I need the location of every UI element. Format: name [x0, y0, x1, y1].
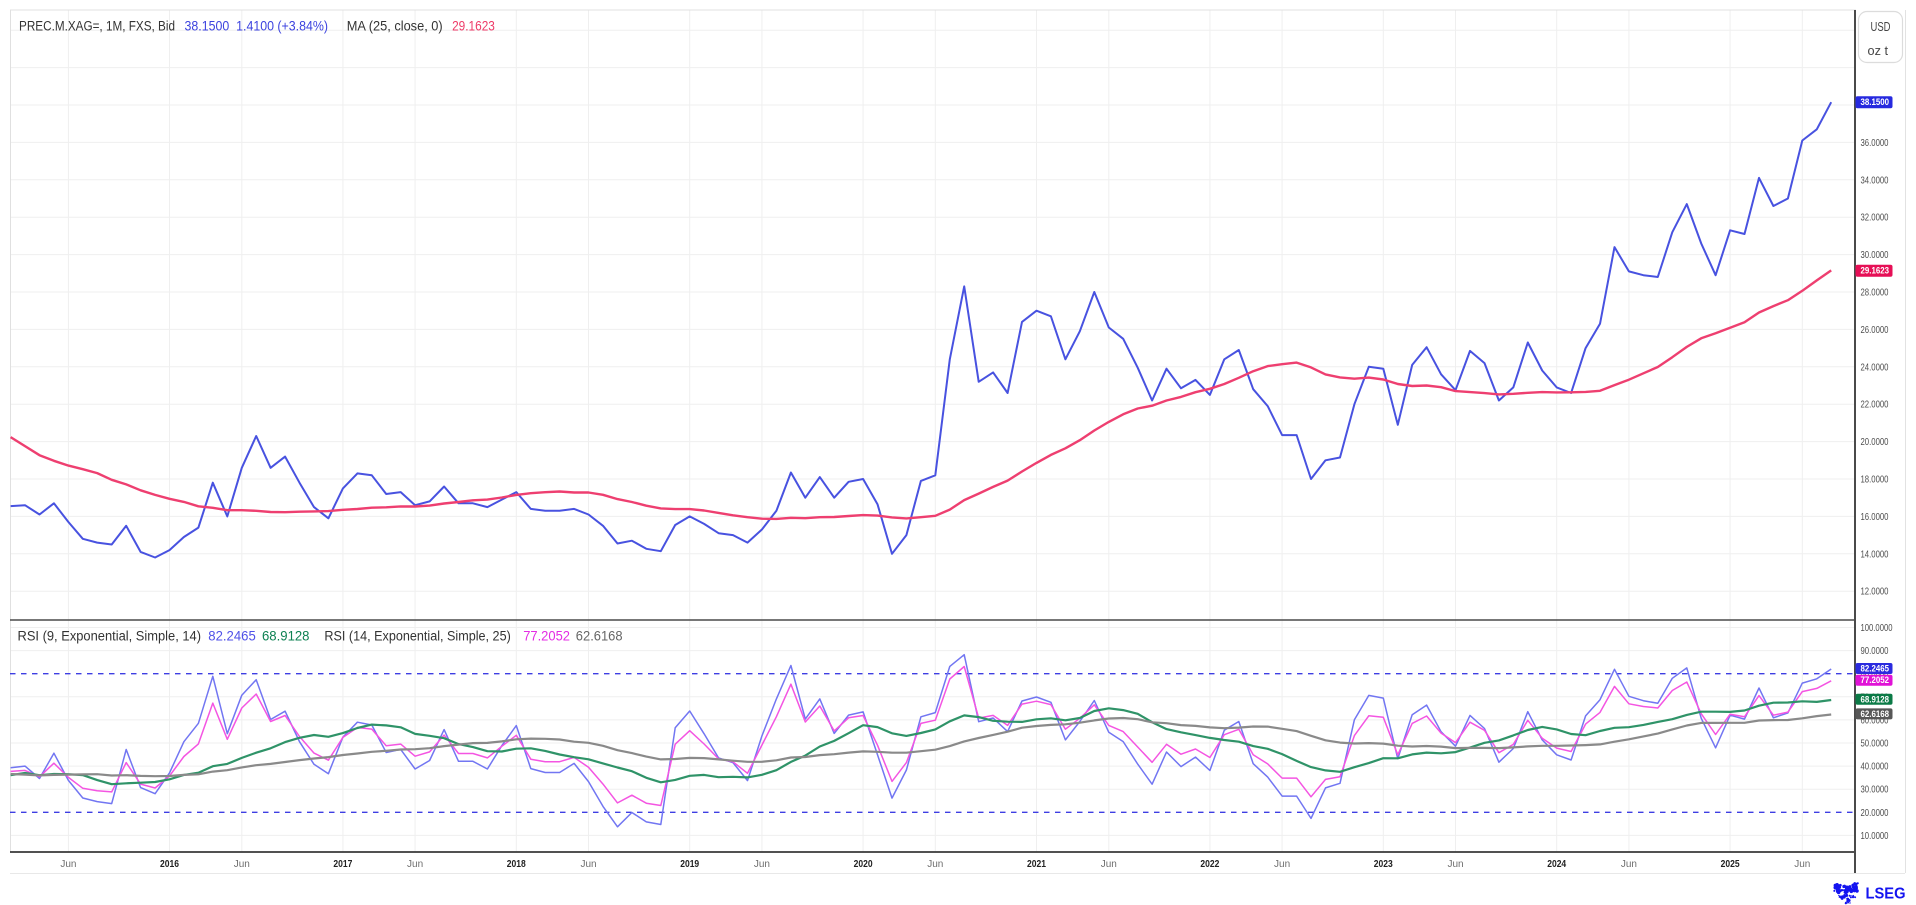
- svg-text:68.9128: 68.9128: [262, 629, 310, 644]
- svg-text:26.0000: 26.0000: [1861, 324, 1889, 336]
- svg-text:50.0000: 50.0000: [1861, 738, 1889, 750]
- svg-text:29.1623: 29.1623: [1861, 266, 1890, 277]
- svg-text:14.0000: 14.0000: [1861, 548, 1889, 560]
- svg-text:RSI (9, Exponential, Simple, 1: RSI (9, Exponential, Simple, 14): [18, 629, 202, 644]
- svg-text:20.0000: 20.0000: [1861, 807, 1889, 819]
- svg-text:2022: 2022: [1200, 859, 1219, 870]
- svg-text:77.2052: 77.2052: [523, 629, 570, 644]
- svg-text:2019: 2019: [680, 859, 699, 870]
- svg-text:Jun: Jun: [1794, 859, 1810, 870]
- svg-text:USD: USD: [1871, 20, 1891, 34]
- svg-text:RSI (14, Exponential, Simple,: RSI (14, Exponential, Simple, 25): [324, 629, 510, 644]
- svg-text:Jun: Jun: [927, 859, 943, 870]
- svg-text:LSEG: LSEG: [1866, 886, 1906, 903]
- svg-text:20.0000: 20.0000: [1861, 436, 1889, 448]
- svg-text:28.0000: 28.0000: [1861, 287, 1889, 299]
- svg-text:2025: 2025: [1721, 859, 1740, 870]
- svg-text:29.1623: 29.1623: [452, 19, 495, 34]
- svg-text:90.0000: 90.0000: [1861, 645, 1889, 657]
- svg-text:Jun: Jun: [580, 859, 596, 870]
- svg-text:Jun: Jun: [234, 859, 250, 870]
- svg-text:38.1500: 38.1500: [1861, 97, 1890, 108]
- svg-text:2024: 2024: [1547, 859, 1566, 870]
- svg-text:Jun: Jun: [1447, 859, 1463, 870]
- svg-text:MA (25, close, 0): MA (25, close, 0): [347, 19, 443, 34]
- svg-text:22.0000: 22.0000: [1861, 399, 1889, 411]
- svg-text:2016: 2016: [160, 859, 179, 870]
- svg-text:62.6168: 62.6168: [576, 629, 623, 644]
- svg-text:12.0000: 12.0000: [1861, 586, 1889, 598]
- svg-text:2020: 2020: [854, 859, 873, 870]
- svg-text:PREC.M.XAG=, 1M, FXS, Bid: PREC.M.XAG=, 1M, FXS, Bid: [19, 19, 175, 34]
- svg-text:2017: 2017: [333, 859, 352, 870]
- svg-text:62.6168: 62.6168: [1861, 709, 1890, 720]
- svg-text:Jun: Jun: [1101, 859, 1117, 870]
- svg-text:Jun: Jun: [60, 859, 76, 870]
- svg-text:38.1500 1.4100 (+3.84%): 38.1500 1.4100 (+3.84%): [185, 19, 329, 34]
- svg-text:32.0000: 32.0000: [1861, 212, 1889, 224]
- svg-text:Jun: Jun: [754, 859, 770, 870]
- svg-text:2023: 2023: [1374, 859, 1393, 870]
- svg-text:2018: 2018: [507, 859, 526, 870]
- svg-text:82.2465: 82.2465: [208, 629, 256, 644]
- svg-text:100.0000: 100.0000: [1861, 622, 1893, 634]
- svg-text:34.0000: 34.0000: [1861, 174, 1889, 186]
- svg-text:30.0000: 30.0000: [1861, 784, 1889, 796]
- svg-text:16.0000: 16.0000: [1861, 511, 1889, 523]
- svg-text:36.0000: 36.0000: [1861, 137, 1889, 149]
- svg-text:30.0000: 30.0000: [1861, 249, 1889, 261]
- svg-text:Jun: Jun: [1621, 859, 1637, 870]
- svg-text:Jun: Jun: [1274, 859, 1290, 870]
- svg-text:68.9128: 68.9128: [1861, 694, 1890, 705]
- svg-text:77.2052: 77.2052: [1861, 675, 1890, 686]
- svg-text:2021: 2021: [1027, 859, 1046, 870]
- svg-text:24.0000: 24.0000: [1861, 361, 1889, 373]
- svg-text:Jun: Jun: [407, 859, 423, 870]
- svg-text:oz t: oz t: [1868, 44, 1889, 58]
- svg-text:10.0000: 10.0000: [1861, 830, 1889, 842]
- svg-text:18.0000: 18.0000: [1861, 474, 1889, 486]
- svg-text:82.2465: 82.2465: [1861, 664, 1890, 675]
- svg-text:40.0000: 40.0000: [1861, 761, 1889, 773]
